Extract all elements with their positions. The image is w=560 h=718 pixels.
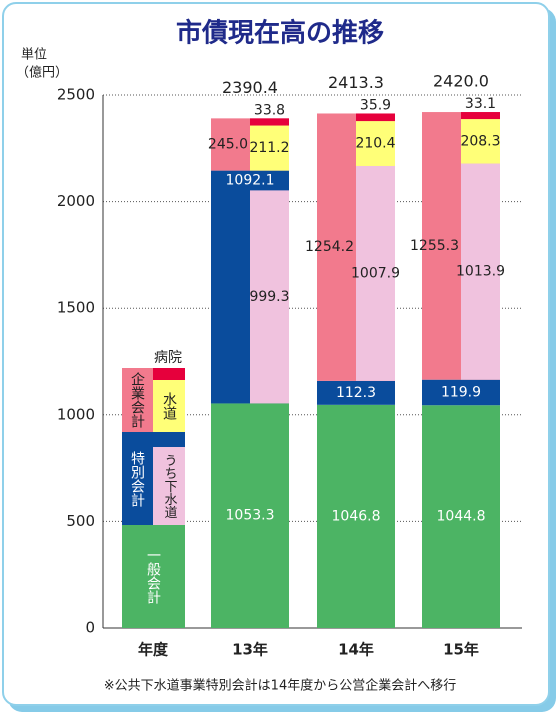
- bar-segment: [356, 113, 395, 122]
- value-label: 1007.9: [351, 265, 400, 281]
- bar-segment: [250, 118, 289, 126]
- y-tick-label: 2500: [57, 86, 95, 104]
- total-label: 2413.3: [328, 73, 384, 92]
- bar-segment: [422, 379, 500, 406]
- value-label: 1013.9: [456, 264, 505, 280]
- bar-segment: [461, 112, 500, 120]
- x-tick-label: 15年: [443, 641, 479, 659]
- x-tick-label: 13年: [232, 641, 268, 659]
- y-tick-label: 0: [85, 619, 95, 637]
- legend-label: 病院: [154, 350, 182, 366]
- value-label: 33.8: [254, 102, 285, 118]
- x-tick-label: 14年: [338, 641, 374, 659]
- value-label: 1255.3: [410, 238, 459, 254]
- value-label: 211.2: [249, 140, 289, 156]
- bar-segment: [461, 119, 500, 164]
- bar-segment: [211, 403, 289, 628]
- bar-segment: [356, 121, 395, 166]
- value-label: 119.9: [441, 384, 481, 400]
- bar-segment: [356, 165, 395, 381]
- bar-segment: [317, 404, 395, 628]
- value-label: 1254.2: [305, 239, 354, 255]
- total-label: 2390.4: [222, 78, 278, 97]
- legend-swatch: [122, 525, 185, 628]
- legend-label: うち下水道: [162, 454, 178, 519]
- value-label: 999.3: [249, 289, 289, 305]
- legend-swatch: [153, 380, 185, 432]
- value-label: 1044.8: [437, 509, 486, 525]
- y-tick-label: 1500: [57, 299, 95, 317]
- bar-segment: [317, 380, 395, 405]
- value-label: 1053.3: [226, 508, 275, 524]
- legend-swatch: [122, 432, 153, 525]
- bar-segment: [250, 190, 289, 404]
- value-label: 1046.8: [332, 508, 381, 524]
- footnote: ※公共下水道事業特別会計は14年度から公営企業会計へ移行: [104, 678, 456, 694]
- value-label: 245.0: [208, 136, 248, 152]
- legend-label: 水道: [161, 392, 177, 421]
- value-label: 208.3: [460, 133, 500, 149]
- legend-label: 特別会計: [129, 451, 145, 507]
- bar-segment: [250, 125, 289, 171]
- y-unit: 単位: [21, 47, 47, 63]
- y-tick-label: 2000: [57, 192, 95, 210]
- legend-swatch: [153, 368, 185, 380]
- value-label: 33.1: [465, 96, 496, 112]
- y-tick-label: 500: [66, 512, 95, 530]
- chart-title: 市債現在高の推移: [176, 18, 384, 49]
- value-label: 35.9: [360, 97, 391, 113]
- legend-swatch: [122, 368, 153, 432]
- value-label: 1092.1: [226, 173, 275, 189]
- y-unit-sub: （億円）: [16, 65, 68, 81]
- total-label: 2420.0: [433, 72, 489, 91]
- y-tick-label: 1000: [57, 405, 95, 423]
- legend-label: 企業会計: [129, 371, 145, 428]
- legend-swatch: [153, 432, 185, 447]
- legend-swatch: [153, 447, 185, 525]
- x-legend-label: 年度: [138, 641, 169, 659]
- value-label: 112.3: [336, 385, 376, 401]
- legend-label: 一般会計: [145, 548, 161, 604]
- bar-segment: [422, 405, 500, 628]
- value-label: 210.4: [355, 136, 395, 152]
- bar-segment: [461, 163, 500, 380]
